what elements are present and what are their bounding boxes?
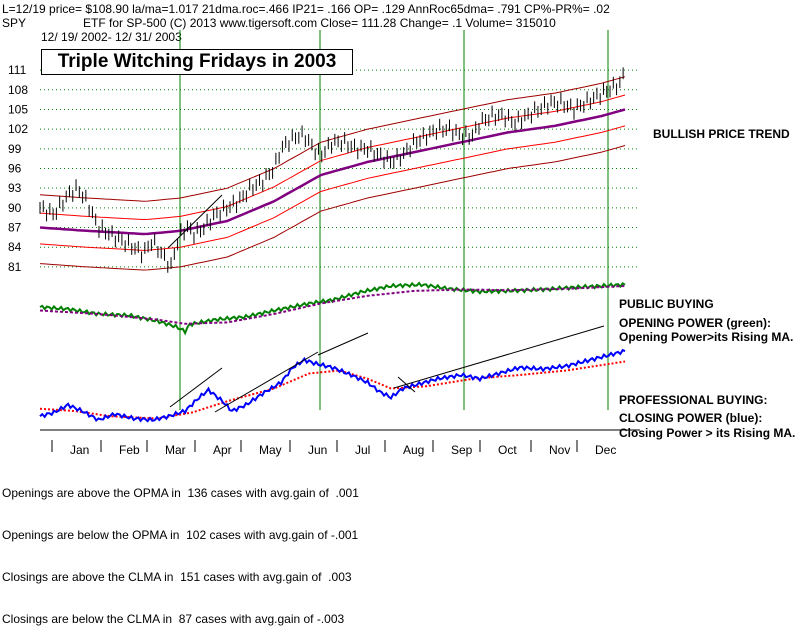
y-tick-label: 84 bbox=[8, 240, 22, 254]
month-label: May bbox=[259, 443, 282, 457]
y-tick-label: 96 bbox=[8, 162, 22, 176]
month-label: Aug bbox=[403, 443, 424, 457]
upper-inner-band bbox=[39, 94, 626, 221]
month-label: Mar bbox=[165, 443, 186, 457]
header-info-line: ETF for SP-500 (C) 2013 www.tigersoft.co… bbox=[83, 16, 556, 30]
closing-power-note: Closing Power > its Rising MA. bbox=[619, 426, 795, 440]
y-tick-label: 108 bbox=[8, 83, 28, 97]
chart-title: Triple Witching Fridays in 2003 bbox=[41, 49, 353, 75]
stats-block: Openings are above the OPMA in 136 cases… bbox=[2, 458, 359, 640]
y-tick-label: 105 bbox=[8, 102, 28, 116]
y-tick-label: 81 bbox=[8, 260, 22, 274]
opening-power-label: OPENING POWER (green): bbox=[619, 316, 771, 330]
closing-power-ma-line bbox=[39, 360, 626, 420]
y-tick-label: 87 bbox=[8, 221, 22, 235]
date-range: 12/ 19/ 2002- 12/ 31/ 2003 bbox=[41, 30, 182, 44]
lower-outer-band bbox=[39, 145, 626, 271]
stats-line-4: Closings are below the CLMA in 87 cases … bbox=[2, 612, 345, 626]
stats-line-1: Openings are above the OPMA in 136 cases… bbox=[2, 486, 359, 500]
month-label: Jan bbox=[70, 443, 89, 457]
y-tick-label: 93 bbox=[8, 181, 22, 195]
y-tick-label: 90 bbox=[8, 201, 22, 215]
month-label: Apr bbox=[213, 443, 232, 457]
month-label: Jul bbox=[355, 443, 370, 457]
header-stats-line: L=12/19 price= $108.90 la/ma=1.017 21dma… bbox=[2, 2, 610, 16]
price-chart: L=12/19 price= $108.90 la/ma=1.017 21dma… bbox=[2, 2, 795, 457]
moving-average-line bbox=[39, 108, 626, 236]
trend-lines bbox=[167, 194, 605, 413]
closing-power-label: CLOSING POWER (blue): bbox=[619, 411, 762, 425]
closing-power-line bbox=[39, 348, 626, 423]
ticker-label: SPY bbox=[2, 16, 26, 30]
lower-inner-band bbox=[39, 125, 626, 251]
month-label: Feb bbox=[119, 443, 140, 457]
public-buying-label: PUBLIC BUYING bbox=[619, 297, 714, 311]
stats-line-2: Openings are below the OPMA in 102 cases… bbox=[2, 528, 359, 542]
witching-lines bbox=[179, 30, 609, 410]
y-axis-ticks: 81 84 87 90 93 96 99 102 105 108 111 bbox=[8, 63, 28, 274]
month-label: Dec bbox=[595, 443, 616, 457]
price-bars bbox=[39, 67, 624, 273]
y-tick-label: 99 bbox=[8, 142, 22, 156]
month-label: Jun bbox=[308, 443, 327, 457]
opening-power-ma-line bbox=[39, 285, 626, 325]
indicator-lines bbox=[39, 281, 626, 423]
y-tick-label: 111 bbox=[8, 63, 27, 77]
month-label: Sep bbox=[451, 443, 473, 457]
opening-power-line bbox=[39, 281, 626, 336]
professional-buying-label: PROFESSIONAL BUYING: bbox=[619, 393, 767, 407]
x-axis-ticks: Jan Feb Mar Apr May Jun Jul Aug Sep Oct Nov Dec bbox=[51, 440, 616, 457]
month-label: Nov bbox=[549, 443, 570, 457]
opening-power-note: Opening Power>its Rising MA. bbox=[619, 330, 793, 344]
upper-outer-band bbox=[39, 76, 626, 202]
trend-annotation: BULLISH PRICE TREND bbox=[653, 127, 790, 141]
month-label: Oct bbox=[498, 443, 517, 457]
y-tick-label: 102 bbox=[8, 122, 28, 136]
price-bands bbox=[39, 76, 626, 271]
stats-line-3: Closings are above the CLMA in 151 cases… bbox=[2, 570, 352, 584]
